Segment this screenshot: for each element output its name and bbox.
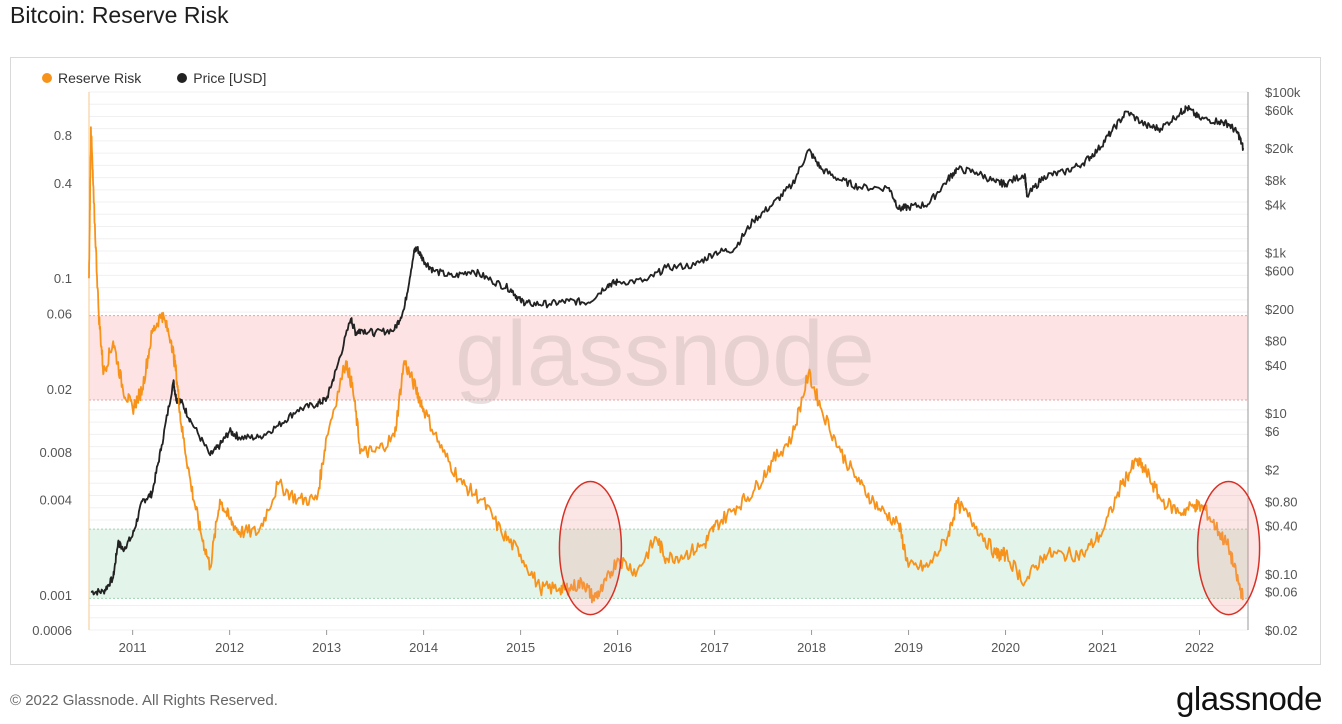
y-left-tick-label: 0.004 xyxy=(39,493,72,508)
band-high xyxy=(89,315,1248,401)
highlight-ellipse-2 xyxy=(1196,480,1261,616)
y-right-tick-label: $20k xyxy=(1265,141,1294,156)
x-tick-label: 2012 xyxy=(215,640,244,655)
y-right-tick-label: $60k xyxy=(1265,103,1294,118)
y-right-tick-label: $0.06 xyxy=(1265,585,1298,600)
legend-dot-price xyxy=(177,73,188,83)
legend-label-reserve-risk: Reserve Risk xyxy=(58,70,142,86)
y-right-tick-label: $2 xyxy=(1265,462,1279,477)
y-left-tick-label: 0.001 xyxy=(39,588,72,603)
y-right-tick-label: $80 xyxy=(1265,334,1287,349)
x-tick-label: 2017 xyxy=(700,640,729,655)
copyright-text: © 2022 Glassnode. All Rights Reserved. xyxy=(10,692,278,709)
y-left-tick-label: 0.1 xyxy=(54,271,72,286)
y-right-tick-label: $4k xyxy=(1265,197,1286,212)
legend-label-price: Price [USD] xyxy=(193,70,267,86)
y-right-tick-label: $1k xyxy=(1265,246,1286,261)
page-title: Bitcoin: Reserve Risk xyxy=(10,2,229,28)
y-right-tick-label: $200 xyxy=(1265,302,1294,317)
series-line-price xyxy=(90,105,1245,596)
y-left-tick-label: 0.02 xyxy=(47,382,72,397)
y-right-tick-label: $8k xyxy=(1265,173,1286,188)
x-tick-label: 2022 xyxy=(1185,640,1214,655)
y-left-tick-label: 0.4 xyxy=(54,176,72,191)
y-right-tick-label: $40 xyxy=(1265,358,1287,373)
y-right-tick-label: $10 xyxy=(1265,406,1287,421)
x-tick-label: 2014 xyxy=(409,640,438,655)
x-tick-label: 2016 xyxy=(603,640,632,655)
legend-item-reserve-risk[interactable]: Reserve Risk xyxy=(42,70,141,86)
y-left-tick-label: 0.0006 xyxy=(32,623,72,638)
highlight-ellipse-1 xyxy=(558,480,623,616)
series-line-reserve-risk xyxy=(88,126,1245,604)
y-right-tick-label: $600 xyxy=(1265,263,1294,278)
x-tick-label: 2020 xyxy=(991,640,1020,655)
x-tick-label: 2021 xyxy=(1088,640,1117,655)
y-right-tick-label: $100k xyxy=(1265,85,1301,100)
glassnode-logo[interactable]: glassnode xyxy=(1176,680,1322,717)
y-right-tick-label: $0.10 xyxy=(1265,567,1298,582)
y-right-tick-label: $0.02 xyxy=(1265,623,1298,638)
x-tick-label: 2018 xyxy=(797,640,826,655)
x-tick-label: 2011 xyxy=(119,640,147,655)
y-left-tick-label: 0.06 xyxy=(47,306,72,321)
x-tick-label: 2013 xyxy=(312,640,341,655)
y-left-tick-label: 0.8 xyxy=(54,128,72,143)
y-right-tick-label: $0.80 xyxy=(1265,494,1298,509)
watermark: glassnode xyxy=(455,303,874,405)
legend-item-price[interactable]: Price [USD] xyxy=(177,70,266,86)
x-tick-label: 2019 xyxy=(894,640,923,655)
y-right-tick-label: $6 xyxy=(1265,424,1279,439)
y-right-tick-label: $0.40 xyxy=(1265,519,1298,534)
x-tick-label: 2015 xyxy=(506,640,535,655)
band-low xyxy=(89,529,1248,599)
chart-legend: Reserve Risk Price [USD] xyxy=(42,70,266,86)
legend-dot-reserve-risk xyxy=(42,73,52,83)
y-left-tick-label: 0.008 xyxy=(39,445,72,460)
